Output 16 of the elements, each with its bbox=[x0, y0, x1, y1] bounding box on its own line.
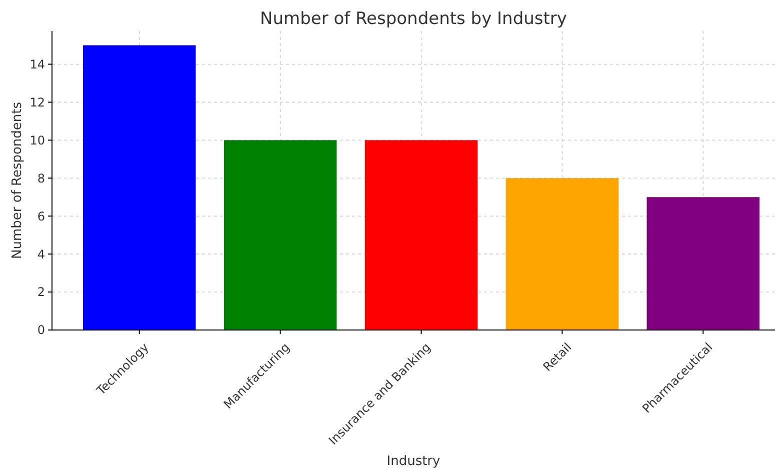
y-axis-title: Number of Respondents bbox=[10, 102, 25, 260]
chart-title: Number of Respondents by Industry bbox=[260, 9, 567, 29]
bar bbox=[364, 140, 478, 330]
x-axis-title: Industry bbox=[386, 454, 441, 469]
bar bbox=[646, 197, 760, 330]
y-tick-label: 14 bbox=[30, 57, 45, 72]
y-tick-label: 10 bbox=[30, 133, 45, 148]
y-tick-label: 8 bbox=[37, 171, 45, 186]
y-tick-label: 12 bbox=[30, 95, 45, 110]
y-tick-label: 0 bbox=[37, 323, 45, 338]
y-tick-label: 2 bbox=[37, 285, 45, 300]
bar bbox=[506, 178, 619, 330]
y-tick-label: 6 bbox=[37, 209, 45, 224]
bar bbox=[224, 140, 337, 330]
y-tick-label: 4 bbox=[37, 247, 45, 262]
bar bbox=[83, 45, 196, 330]
